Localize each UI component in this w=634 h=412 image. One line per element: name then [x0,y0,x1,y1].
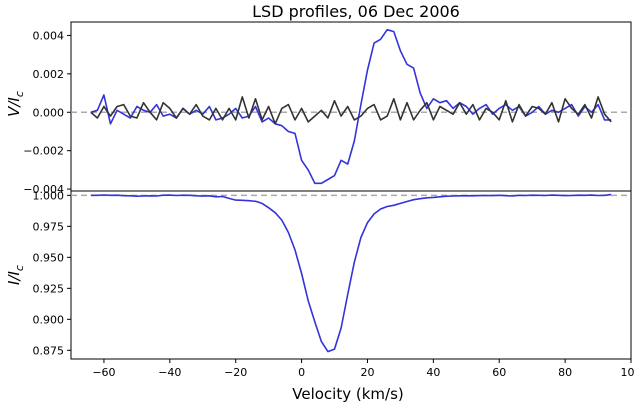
x-tick-label: −20 [224,366,247,379]
top-y-tick-label: −0.002 [23,145,64,158]
top-y-axis-label-subscript: c [13,91,26,97]
bottom-y-axis-label: I/Ic [5,265,26,285]
x-tick-label: 100 [621,366,634,379]
top-y-axis-label-main: V/I [5,97,23,117]
chart-title: LSD profiles, 06 Dec 2006 [252,2,460,21]
bottom-y-axis-label-subscript: c [13,265,26,271]
x-tick-label: 80 [558,366,572,379]
x-axis-label: Velocity (km/s) [292,385,403,403]
x-tick-label: 40 [426,366,440,379]
bottom-y-tick-label: 0.925 [33,282,65,295]
top-y-tick-label: 0.002 [33,68,65,81]
top-y-tick-label: −0.004 [23,183,64,196]
bottom-panel-frame [70,190,632,360]
x-tick-label: 20 [360,366,374,379]
bottom-series-stokes-i [90,193,612,353]
bottom-y-tick-label: 0.900 [33,313,65,326]
top-series-null [90,96,612,125]
x-tick-label: −60 [92,366,115,379]
top-y-tick-label: 0.004 [33,29,65,42]
top-y-tick-label: 0.000 [33,106,65,119]
x-tick-label: −40 [158,366,181,379]
bottom-y-tick-label: 0.875 [33,344,65,357]
x-tick-label: 0 [298,366,305,379]
top-y-axis-label: V/Ic [5,91,26,117]
bottom-y-tick-label: 0.950 [33,251,65,264]
x-tick-label: 60 [492,366,506,379]
bottom-y-tick-label: 1.000 [33,189,65,202]
bottom-y-tick-label: 0.975 [33,220,65,233]
bottom-y-axis-label-main: I/I [5,271,23,285]
